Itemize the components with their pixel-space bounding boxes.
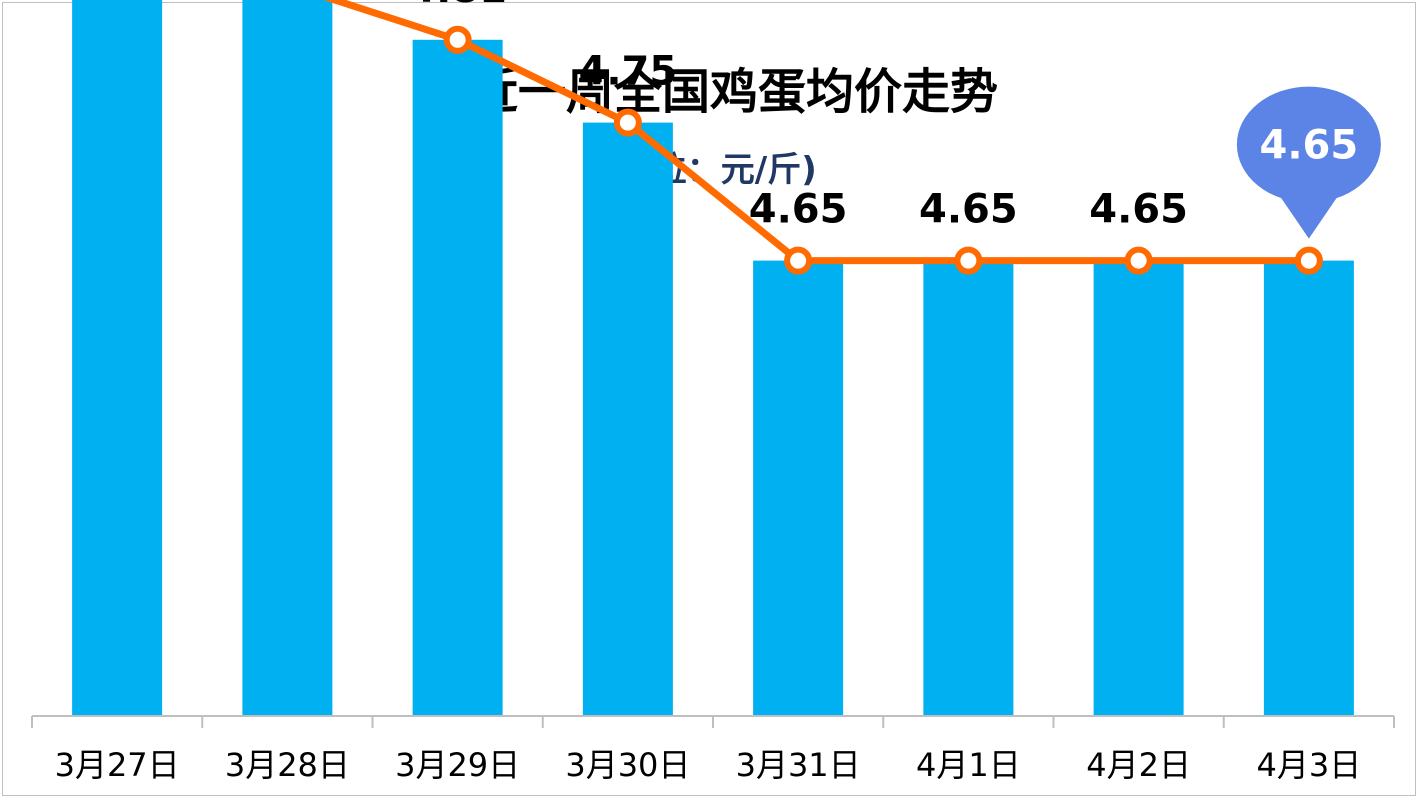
line-point-4: [784, 246, 813, 275]
bar-1: [242, 0, 333, 717]
bar-2: [412, 39, 503, 717]
bar-6: [1093, 260, 1184, 716]
bar-7: [1263, 260, 1354, 716]
line-point-5: [954, 246, 983, 275]
x-tick-label-3: 3月30日: [565, 746, 690, 784]
line-point-3: [613, 108, 642, 137]
x-tick-label-6: 4月2日: [1086, 746, 1191, 784]
bar-4: [753, 260, 844, 716]
data-label-3: 4.75: [579, 49, 678, 95]
x-tick-label-7: 4月3日: [1257, 746, 1362, 784]
data-label-2: 4.81: [408, 0, 507, 12]
callout-pointer: [1278, 194, 1339, 239]
x-tick-label-0: 3月27日: [55, 746, 180, 784]
data-label-5: 4.65: [919, 187, 1018, 233]
chart-title: 最近一周全国鸡蛋均价走势: [421, 64, 998, 120]
line-point-2: [443, 25, 472, 54]
data-label-7: 4.65: [1260, 123, 1359, 169]
line-point-6: [1124, 246, 1153, 275]
callout-bubble: [1236, 86, 1381, 203]
x-tick-label-5: 4月1日: [916, 746, 1021, 784]
x-tick-label-4: 3月31日: [736, 746, 861, 784]
x-tick-label-1: 3月28日: [225, 746, 350, 784]
x-tick-label-2: 3月29日: [395, 746, 520, 784]
data-label-6: 4.65: [1089, 187, 1188, 233]
data-label-4: 4.65: [749, 187, 848, 233]
line-series: [323, 0, 1309, 265]
bar-5: [923, 260, 1014, 716]
bar-0: [72, 0, 163, 717]
line-point-7: [1294, 246, 1323, 275]
bar-3: [582, 122, 673, 717]
